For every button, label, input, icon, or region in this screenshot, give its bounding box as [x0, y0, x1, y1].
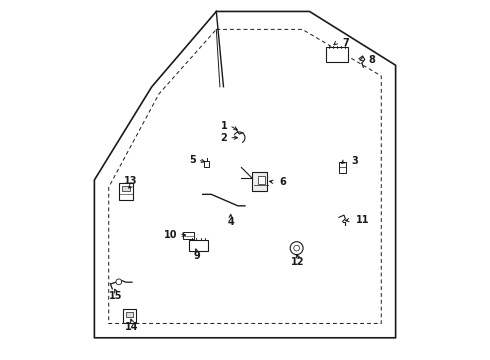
FancyBboxPatch shape	[204, 161, 210, 167]
Circle shape	[290, 242, 303, 255]
Text: 14: 14	[125, 322, 139, 332]
Text: 9: 9	[193, 251, 200, 261]
Text: 12: 12	[292, 257, 305, 267]
FancyBboxPatch shape	[339, 162, 346, 173]
Text: 4: 4	[227, 217, 234, 227]
Circle shape	[294, 245, 299, 251]
Text: 6: 6	[279, 177, 286, 187]
Text: 10: 10	[164, 230, 177, 239]
FancyBboxPatch shape	[126, 312, 133, 317]
FancyBboxPatch shape	[252, 172, 267, 191]
Text: 5: 5	[189, 155, 196, 165]
Text: 8: 8	[368, 54, 375, 64]
FancyBboxPatch shape	[326, 47, 348, 62]
FancyBboxPatch shape	[122, 186, 129, 192]
FancyBboxPatch shape	[189, 239, 208, 251]
Text: 2: 2	[220, 133, 227, 143]
Text: 11: 11	[355, 215, 369, 225]
Text: 15: 15	[109, 291, 122, 301]
Text: 3: 3	[351, 156, 358, 166]
FancyBboxPatch shape	[183, 232, 194, 239]
FancyBboxPatch shape	[258, 176, 265, 184]
Circle shape	[116, 279, 122, 285]
FancyBboxPatch shape	[122, 309, 136, 323]
Text: 7: 7	[343, 38, 349, 48]
Text: 1: 1	[220, 121, 227, 131]
FancyBboxPatch shape	[119, 183, 133, 200]
Text: 13: 13	[124, 176, 138, 186]
